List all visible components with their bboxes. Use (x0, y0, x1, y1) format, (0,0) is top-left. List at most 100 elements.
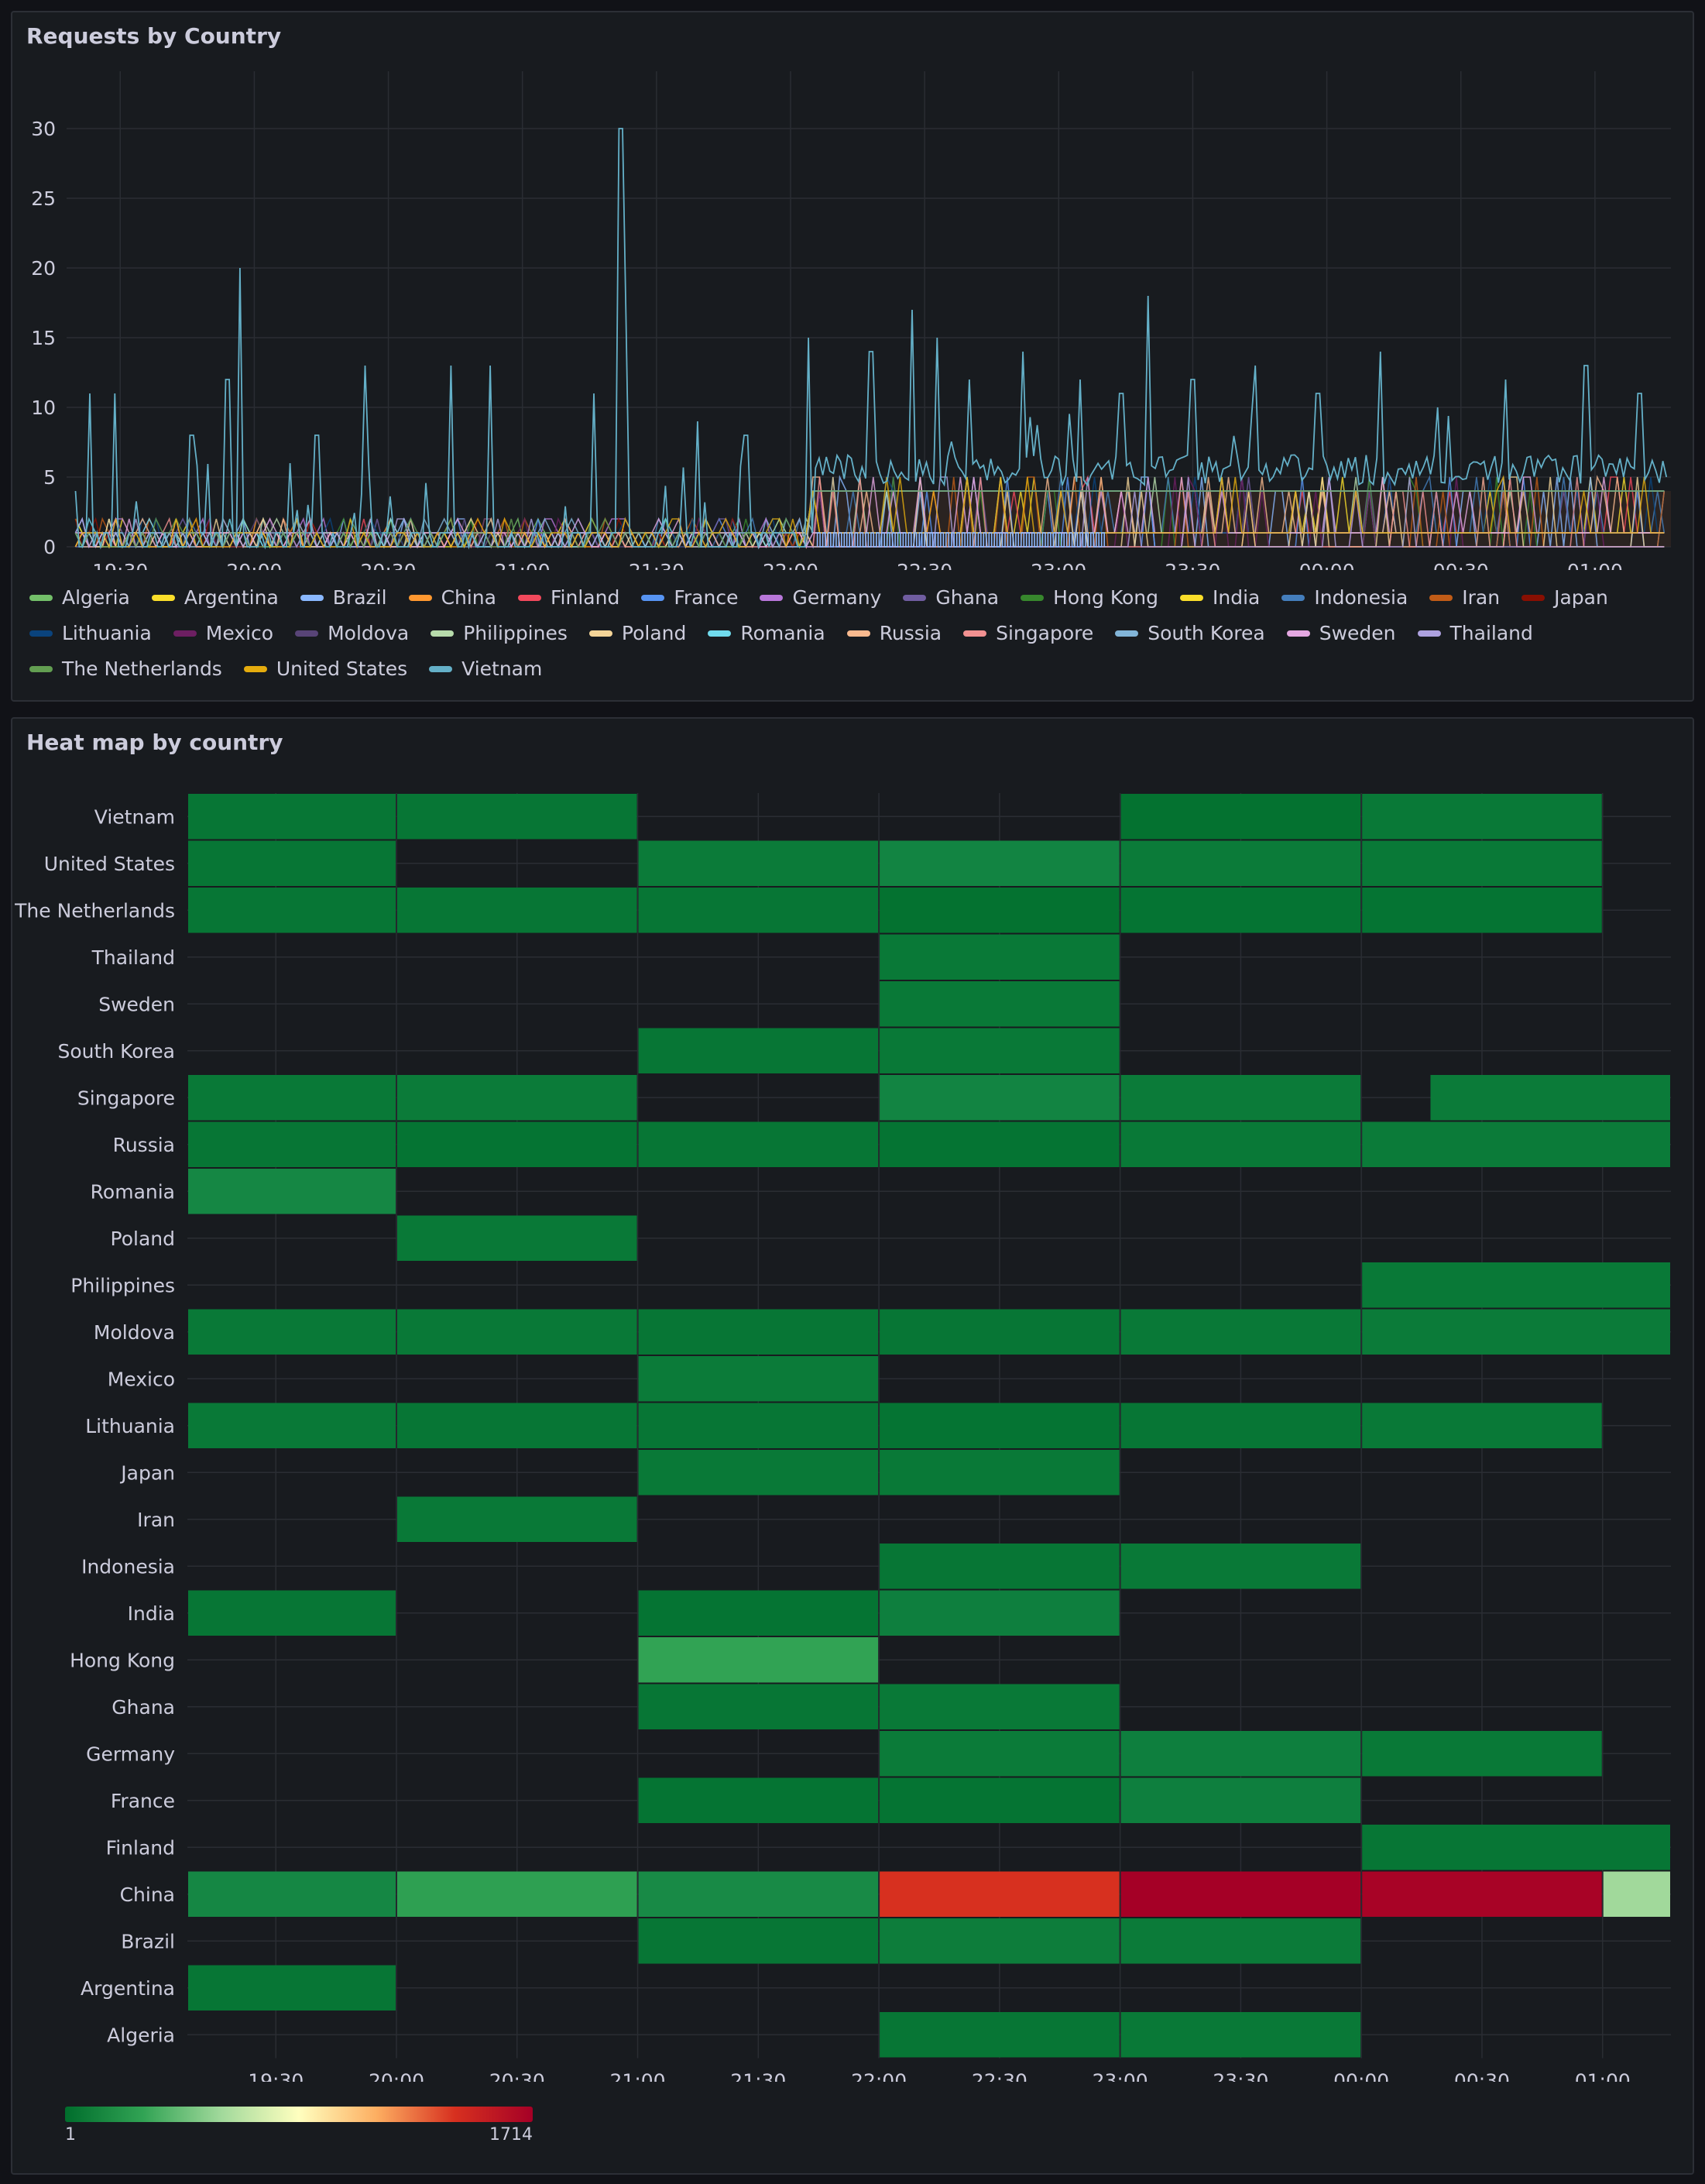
heatmap-cell (880, 1309, 1120, 1355)
heatmap-cell (1120, 794, 1361, 840)
heatmap-cell (397, 1871, 637, 1917)
y-category-label: United States (44, 853, 175, 875)
heatmap-cell (397, 1309, 637, 1355)
x-tick-label: 20:30 (489, 2070, 545, 2083)
legend-item[interactable]: Lithuania (29, 621, 152, 646)
heatmap-cell (1120, 2012, 1361, 2058)
heatmap-cell (638, 1637, 879, 1683)
y-category-label: Lithuania (85, 1415, 175, 1437)
legend-item[interactable]: Brazil (300, 585, 387, 610)
legend-swatch (429, 666, 453, 672)
y-tick-label: 25 (31, 187, 56, 210)
legend-item[interactable]: Russia (846, 621, 942, 646)
legend-item[interactable]: Romania (708, 621, 825, 646)
legend-label: France (674, 586, 739, 609)
legend-swatch (29, 595, 53, 601)
panel-title: Heat map by country (26, 730, 283, 755)
heatmap-cell (1362, 1731, 1602, 1777)
legend-item[interactable]: Algeria (29, 585, 130, 610)
legend-item[interactable]: Singapore (963, 621, 1093, 646)
legend-swatch (846, 630, 870, 637)
legend-label: Singapore (996, 622, 1094, 644)
heatmap-cell (188, 888, 396, 933)
legend-item[interactable]: Hong Kong (1021, 585, 1158, 610)
legend-item[interactable]: Thailand (1417, 621, 1533, 646)
legend-item[interactable]: Indonesia (1281, 585, 1408, 610)
legend-label: Romania (740, 622, 825, 644)
x-tick-label: 01:00 (1567, 560, 1623, 570)
legend-item[interactable]: Mexico (173, 621, 273, 646)
legend-item[interactable]: Germany (760, 585, 881, 610)
heatmap-cell (1120, 1871, 1361, 1917)
heatmap-cell (880, 1075, 1120, 1121)
heatmap-cell (188, 1403, 396, 1448)
heatmap-cell (638, 1309, 879, 1355)
x-tick-label: 21:00 (495, 560, 551, 570)
heatmap-cell (638, 1028, 879, 1073)
y-category-label: Poland (111, 1228, 175, 1250)
heatmap-cell (638, 1121, 879, 1167)
timeseries-chart: 0 5 10 15 20 25 30 19:30 20:00 20:30 21:00 21:30 22:… (31, 71, 1671, 570)
x-tick-label: 20:30 (361, 560, 417, 570)
heatmap-cell (1120, 1403, 1361, 1448)
heatmap-cell (397, 1215, 637, 1261)
y-tick-label: 20 (31, 257, 56, 280)
x-tick-label: 23:30 (1165, 560, 1220, 570)
y-tick-label: 15 (31, 327, 56, 349)
y-category-label: Ghana (111, 1696, 175, 1719)
legend-item[interactable]: Poland (588, 621, 686, 646)
heatmap-cell (1120, 888, 1361, 933)
legend-label: Lithuania (62, 622, 152, 644)
legend-label: Sweden (1319, 622, 1396, 644)
heatmap-cell (880, 981, 1120, 1027)
y-category-label: Japan (119, 1461, 175, 1484)
y-category-label: Iran (137, 1509, 175, 1531)
y-category-label: China (120, 1884, 175, 1906)
y-tick-label: 10 (31, 397, 56, 419)
legend: Algeria Argentina Brazil China Finland France… (29, 585, 1679, 682)
legend-item[interactable]: The Netherlands (29, 657, 222, 682)
legend-item[interactable]: Japan (1521, 585, 1608, 610)
legend-item[interactable]: United States (243, 657, 408, 682)
legend-swatch (1115, 630, 1139, 637)
legend-label: Thailand (1449, 622, 1533, 644)
heatmap-cell (1362, 1262, 1670, 1308)
legend-swatch (641, 595, 665, 601)
heatmap-cell (880, 888, 1120, 933)
heatmap-cell (397, 1075, 637, 1121)
legend-label: Philippines (463, 622, 568, 644)
legend-item[interactable]: Philippines (431, 621, 568, 646)
legend-item[interactable]: Iran (1429, 585, 1500, 610)
y-category-label: Finland (106, 1836, 175, 1859)
legend-item[interactable]: India (1180, 585, 1260, 610)
heatmap-cell (638, 840, 879, 886)
legend-item[interactable]: Finland (517, 585, 619, 610)
x-tick-label: 01:00 (1575, 2070, 1631, 2083)
scale-max-label: 1714 (489, 2125, 533, 2145)
x-tick-label: 20:00 (369, 2070, 424, 2083)
series-line-the-netherlands (74, 490, 1665, 549)
legend-label: United States (276, 658, 408, 680)
heatmap-cell (880, 1871, 1120, 1917)
legend-item[interactable]: Moldova (295, 621, 409, 646)
y-category-label: Indonesia (81, 1555, 175, 1578)
legend-label: Vietnam (461, 658, 543, 680)
legend-item[interactable]: Vietnam (429, 657, 542, 682)
heatmap-cell (1120, 1731, 1361, 1777)
heatmap-cell (880, 1544, 1120, 1589)
scale-min-label: 1 (65, 2125, 76, 2145)
legend-item[interactable]: France (641, 585, 738, 610)
legend-item[interactable]: Sweden (1286, 621, 1396, 646)
y-category-label: Brazil (121, 1930, 175, 1952)
heatmap-cell (880, 934, 1120, 980)
legend-item[interactable]: China (408, 585, 496, 610)
legend-swatch (760, 595, 784, 601)
heatmap-cell (188, 1121, 396, 1167)
legend-label: Japan (1554, 586, 1608, 609)
legend-item[interactable]: Argentina (151, 585, 279, 610)
legend-item[interactable]: Ghana (903, 585, 999, 610)
legend-item[interactable]: South Korea (1115, 621, 1265, 646)
heatmap-cell (638, 1450, 879, 1495)
legend-swatch (1180, 595, 1203, 601)
legend-label: Hong Kong (1053, 586, 1158, 609)
